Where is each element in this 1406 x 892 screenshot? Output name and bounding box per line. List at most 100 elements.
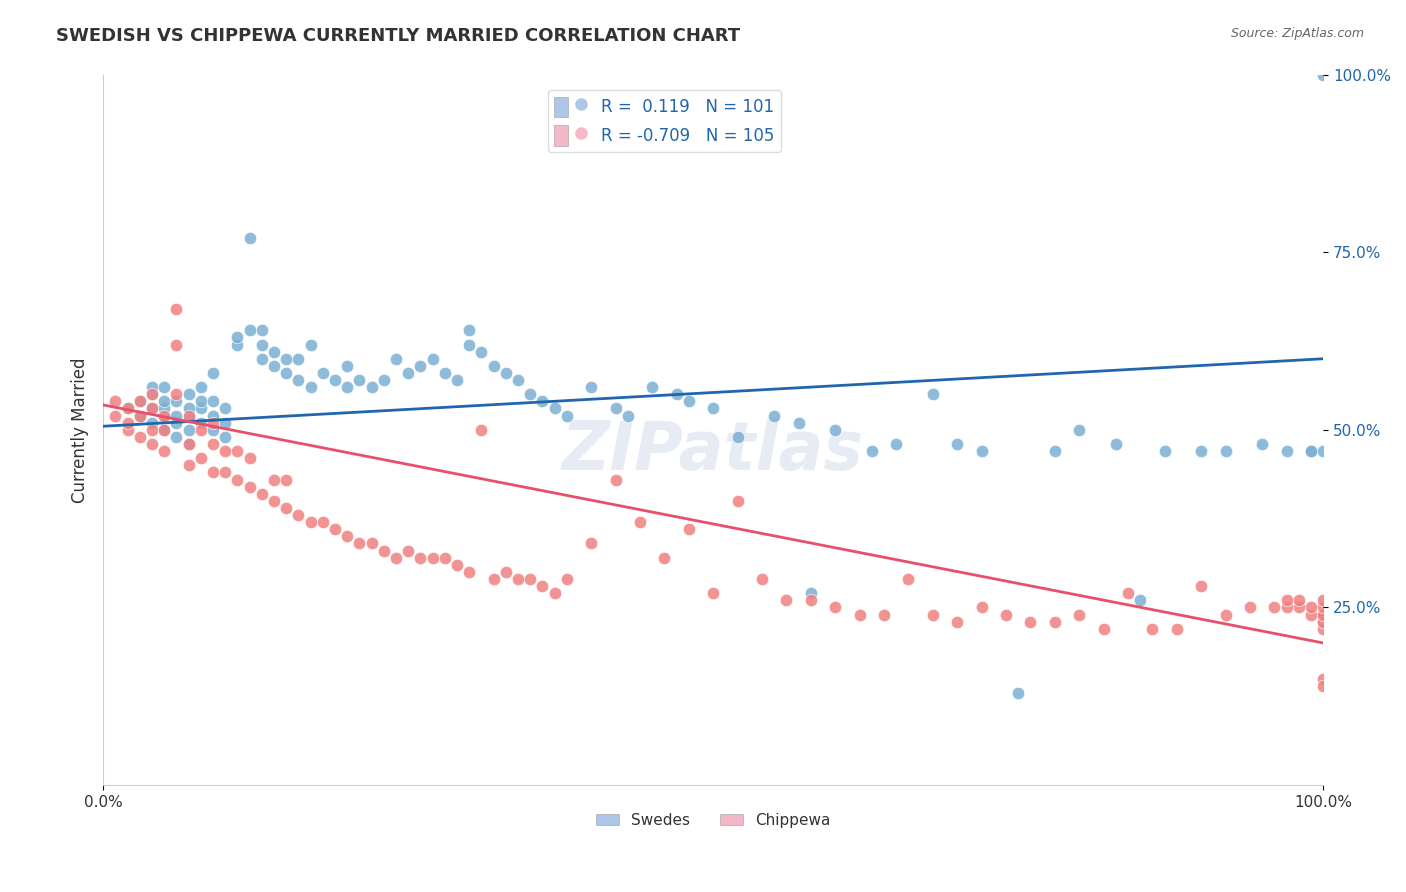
Point	[1189, 579, 1212, 593]
Point	[323, 373, 346, 387]
Point	[458, 337, 481, 351]
Point	[201, 416, 224, 430]
Point	[190, 401, 212, 416]
Point	[117, 401, 139, 416]
Point	[1299, 444, 1322, 458]
Point	[141, 416, 163, 430]
Point	[336, 529, 359, 543]
Point	[1215, 444, 1237, 458]
Point	[214, 466, 236, 480]
Point	[153, 409, 176, 423]
Point	[190, 380, 212, 394]
Point	[276, 351, 298, 366]
Point	[1275, 444, 1298, 458]
Point	[153, 401, 176, 416]
Point	[226, 473, 249, 487]
Point	[153, 394, 176, 409]
Point	[238, 323, 260, 337]
Point	[104, 394, 127, 409]
Point	[665, 387, 688, 401]
Point	[495, 366, 517, 380]
Point	[165, 394, 187, 409]
Point	[495, 565, 517, 579]
Point	[1166, 622, 1188, 636]
Point	[141, 423, 163, 437]
Text: SWEDISH VS CHIPPEWA CURRENTLY MARRIED CORRELATION CHART: SWEDISH VS CHIPPEWA CURRENTLY MARRIED CO…	[56, 27, 741, 45]
Point	[641, 380, 664, 394]
Point	[177, 437, 200, 451]
Point	[1215, 607, 1237, 622]
Point	[617, 409, 640, 423]
Point	[177, 401, 200, 416]
Point	[276, 500, 298, 515]
Point	[190, 416, 212, 430]
Point	[128, 409, 150, 423]
Point	[1299, 444, 1322, 458]
Point	[385, 351, 408, 366]
Point	[373, 373, 395, 387]
Point	[1312, 679, 1334, 693]
Point	[579, 380, 602, 394]
Point	[165, 430, 187, 444]
Point	[775, 593, 797, 607]
Point	[141, 380, 163, 394]
Point	[727, 494, 749, 508]
Point	[422, 351, 444, 366]
Point	[409, 550, 432, 565]
Point	[446, 558, 468, 572]
Point	[884, 437, 907, 451]
Point	[1007, 686, 1029, 700]
Point	[921, 607, 943, 622]
Point	[1189, 444, 1212, 458]
Point	[970, 444, 993, 458]
Point	[1299, 607, 1322, 622]
Point	[458, 565, 481, 579]
Point	[336, 359, 359, 373]
Point	[153, 380, 176, 394]
Point	[117, 401, 139, 416]
Point	[165, 301, 187, 316]
Point	[299, 515, 322, 529]
Point	[1129, 593, 1152, 607]
Point	[897, 572, 920, 586]
Point	[1312, 672, 1334, 686]
Point	[141, 437, 163, 451]
Point	[128, 430, 150, 444]
Point	[1312, 593, 1334, 607]
Point	[276, 366, 298, 380]
Point	[299, 380, 322, 394]
Point	[214, 444, 236, 458]
Point	[128, 394, 150, 409]
Point	[482, 572, 505, 586]
Point	[263, 344, 285, 359]
Point	[555, 409, 578, 423]
Point	[263, 494, 285, 508]
Point	[605, 401, 627, 416]
Point	[579, 536, 602, 550]
Point	[1116, 586, 1139, 600]
Point	[628, 515, 651, 529]
Point	[349, 373, 371, 387]
Text: Source: ZipAtlas.com: Source: ZipAtlas.com	[1230, 27, 1364, 40]
Point	[201, 394, 224, 409]
Point	[226, 330, 249, 344]
Point	[970, 600, 993, 615]
Point	[1312, 622, 1334, 636]
Point	[1312, 607, 1334, 622]
Point	[506, 572, 529, 586]
Point	[177, 423, 200, 437]
Point	[336, 380, 359, 394]
Point	[141, 401, 163, 416]
Point	[873, 607, 896, 622]
Point	[921, 387, 943, 401]
Point	[824, 600, 846, 615]
Point	[312, 515, 335, 529]
Point	[1069, 607, 1091, 622]
Point	[238, 480, 260, 494]
Point	[1019, 615, 1042, 629]
Point	[1312, 615, 1334, 629]
Point	[312, 366, 335, 380]
Point	[800, 593, 823, 607]
Point	[201, 409, 224, 423]
Point	[422, 550, 444, 565]
